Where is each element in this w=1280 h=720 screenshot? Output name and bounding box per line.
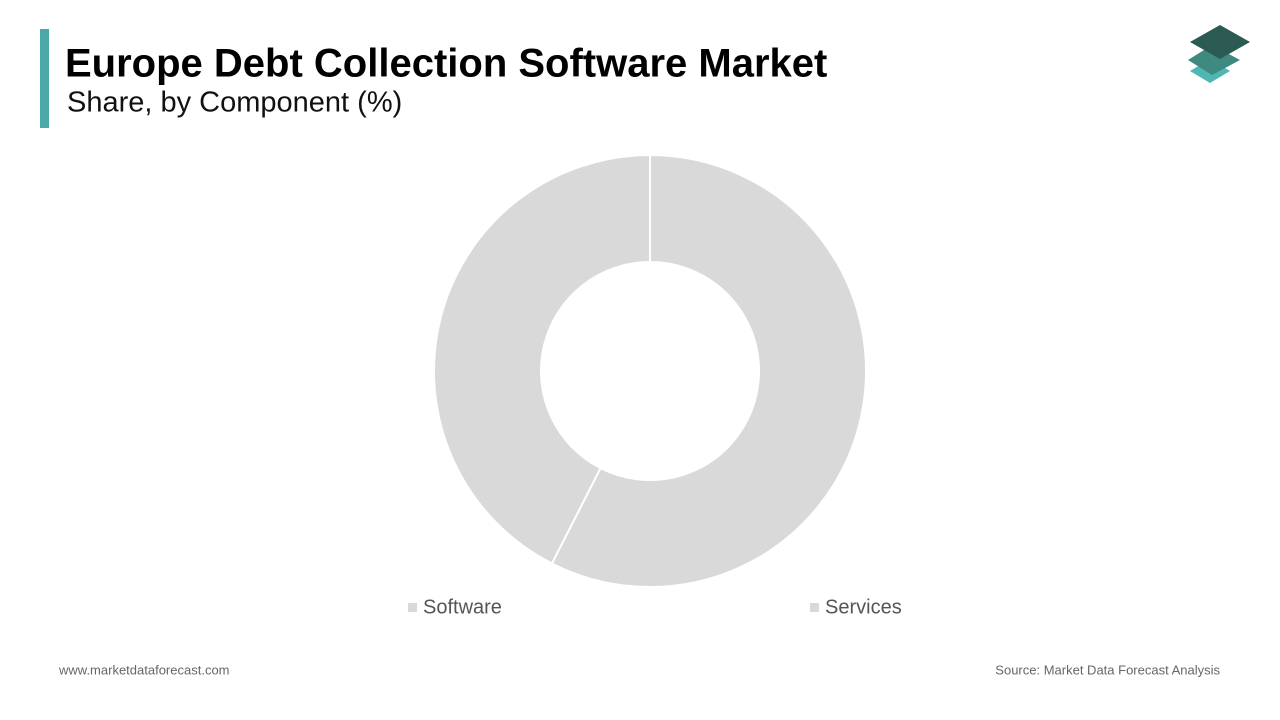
logo bbox=[1188, 25, 1250, 83]
legend-swatch bbox=[408, 603, 417, 612]
website: www.marketdataforecast.com bbox=[58, 662, 230, 677]
donut-slice bbox=[433, 153, 651, 565]
donut-slice bbox=[550, 153, 867, 588]
chart-subtitle: Share, by Component (%) bbox=[67, 87, 402, 119]
title-accent bbox=[40, 29, 49, 128]
legend-label: Services bbox=[825, 596, 902, 618]
legend-label: Software bbox=[423, 596, 502, 618]
legend-swatch bbox=[810, 603, 819, 612]
chart-title: Europe Debt Collection Software Market bbox=[65, 42, 827, 86]
source: Source: Market Data Forecast Analysis bbox=[995, 662, 1220, 677]
